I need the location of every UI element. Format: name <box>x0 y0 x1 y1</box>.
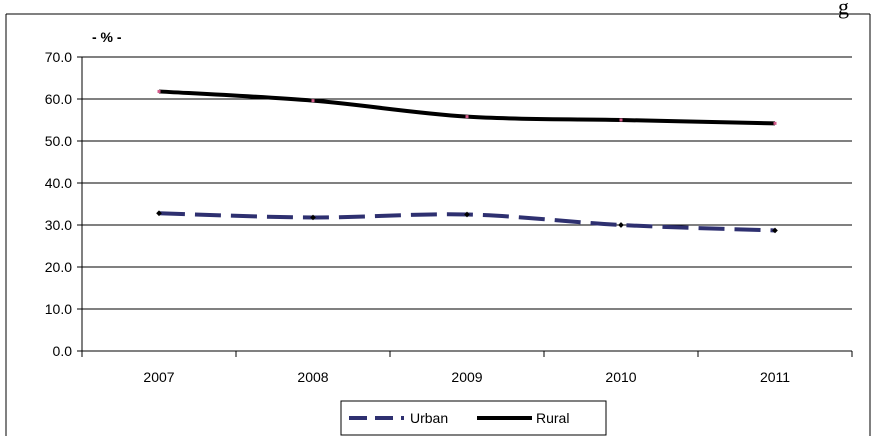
x-tick-label: 2011 <box>760 369 790 385</box>
data-point-urban <box>310 214 316 221</box>
gridlines <box>82 56 852 310</box>
data-point-urban <box>156 210 162 217</box>
y-tick-label: 60.0 <box>45 91 72 107</box>
x-axis-ticks: 2007 2008 2009 2010 2011 <box>81 351 853 385</box>
y-tick-label: 0.0 <box>53 343 73 359</box>
series-line-rural <box>158 89 776 126</box>
x-tick-label: 2010 <box>605 369 636 385</box>
data-point-rural <box>311 99 315 103</box>
x-tick-label: 2008 <box>297 369 328 385</box>
legend-label-urban: Urban <box>410 410 448 426</box>
data-point-rural <box>619 118 623 122</box>
x-tick-label: 2009 <box>451 369 482 385</box>
y-axis-unit-label: - % - <box>92 29 122 45</box>
y-tick-label: 70.0 <box>45 49 72 65</box>
data-point-rural <box>465 115 469 119</box>
y-tick-label: 50.0 <box>45 133 72 149</box>
y-tick-label: 40.0 <box>45 175 72 191</box>
y-tick-label: 30.0 <box>45 217 72 233</box>
y-tick-label: 20.0 <box>45 259 72 275</box>
data-point-rural <box>157 89 161 93</box>
data-point-urban <box>772 227 778 234</box>
x-tick-label: 2007 <box>143 369 174 385</box>
legend: Urban Rural <box>340 400 607 436</box>
data-point-rural <box>773 121 777 125</box>
data-point-urban <box>618 222 624 228</box>
data-point-urban <box>464 211 470 218</box>
series-lines <box>156 89 778 234</box>
y-tick-label: 10.0 <box>45 301 72 317</box>
legend-label-rural: Rural <box>536 410 569 426</box>
corner-fragment-text: g <box>838 0 849 19</box>
y-axis-ticks: 0.0 10.0 20.0 30.0 40.0 50.0 60.0 70.0 <box>45 49 82 359</box>
